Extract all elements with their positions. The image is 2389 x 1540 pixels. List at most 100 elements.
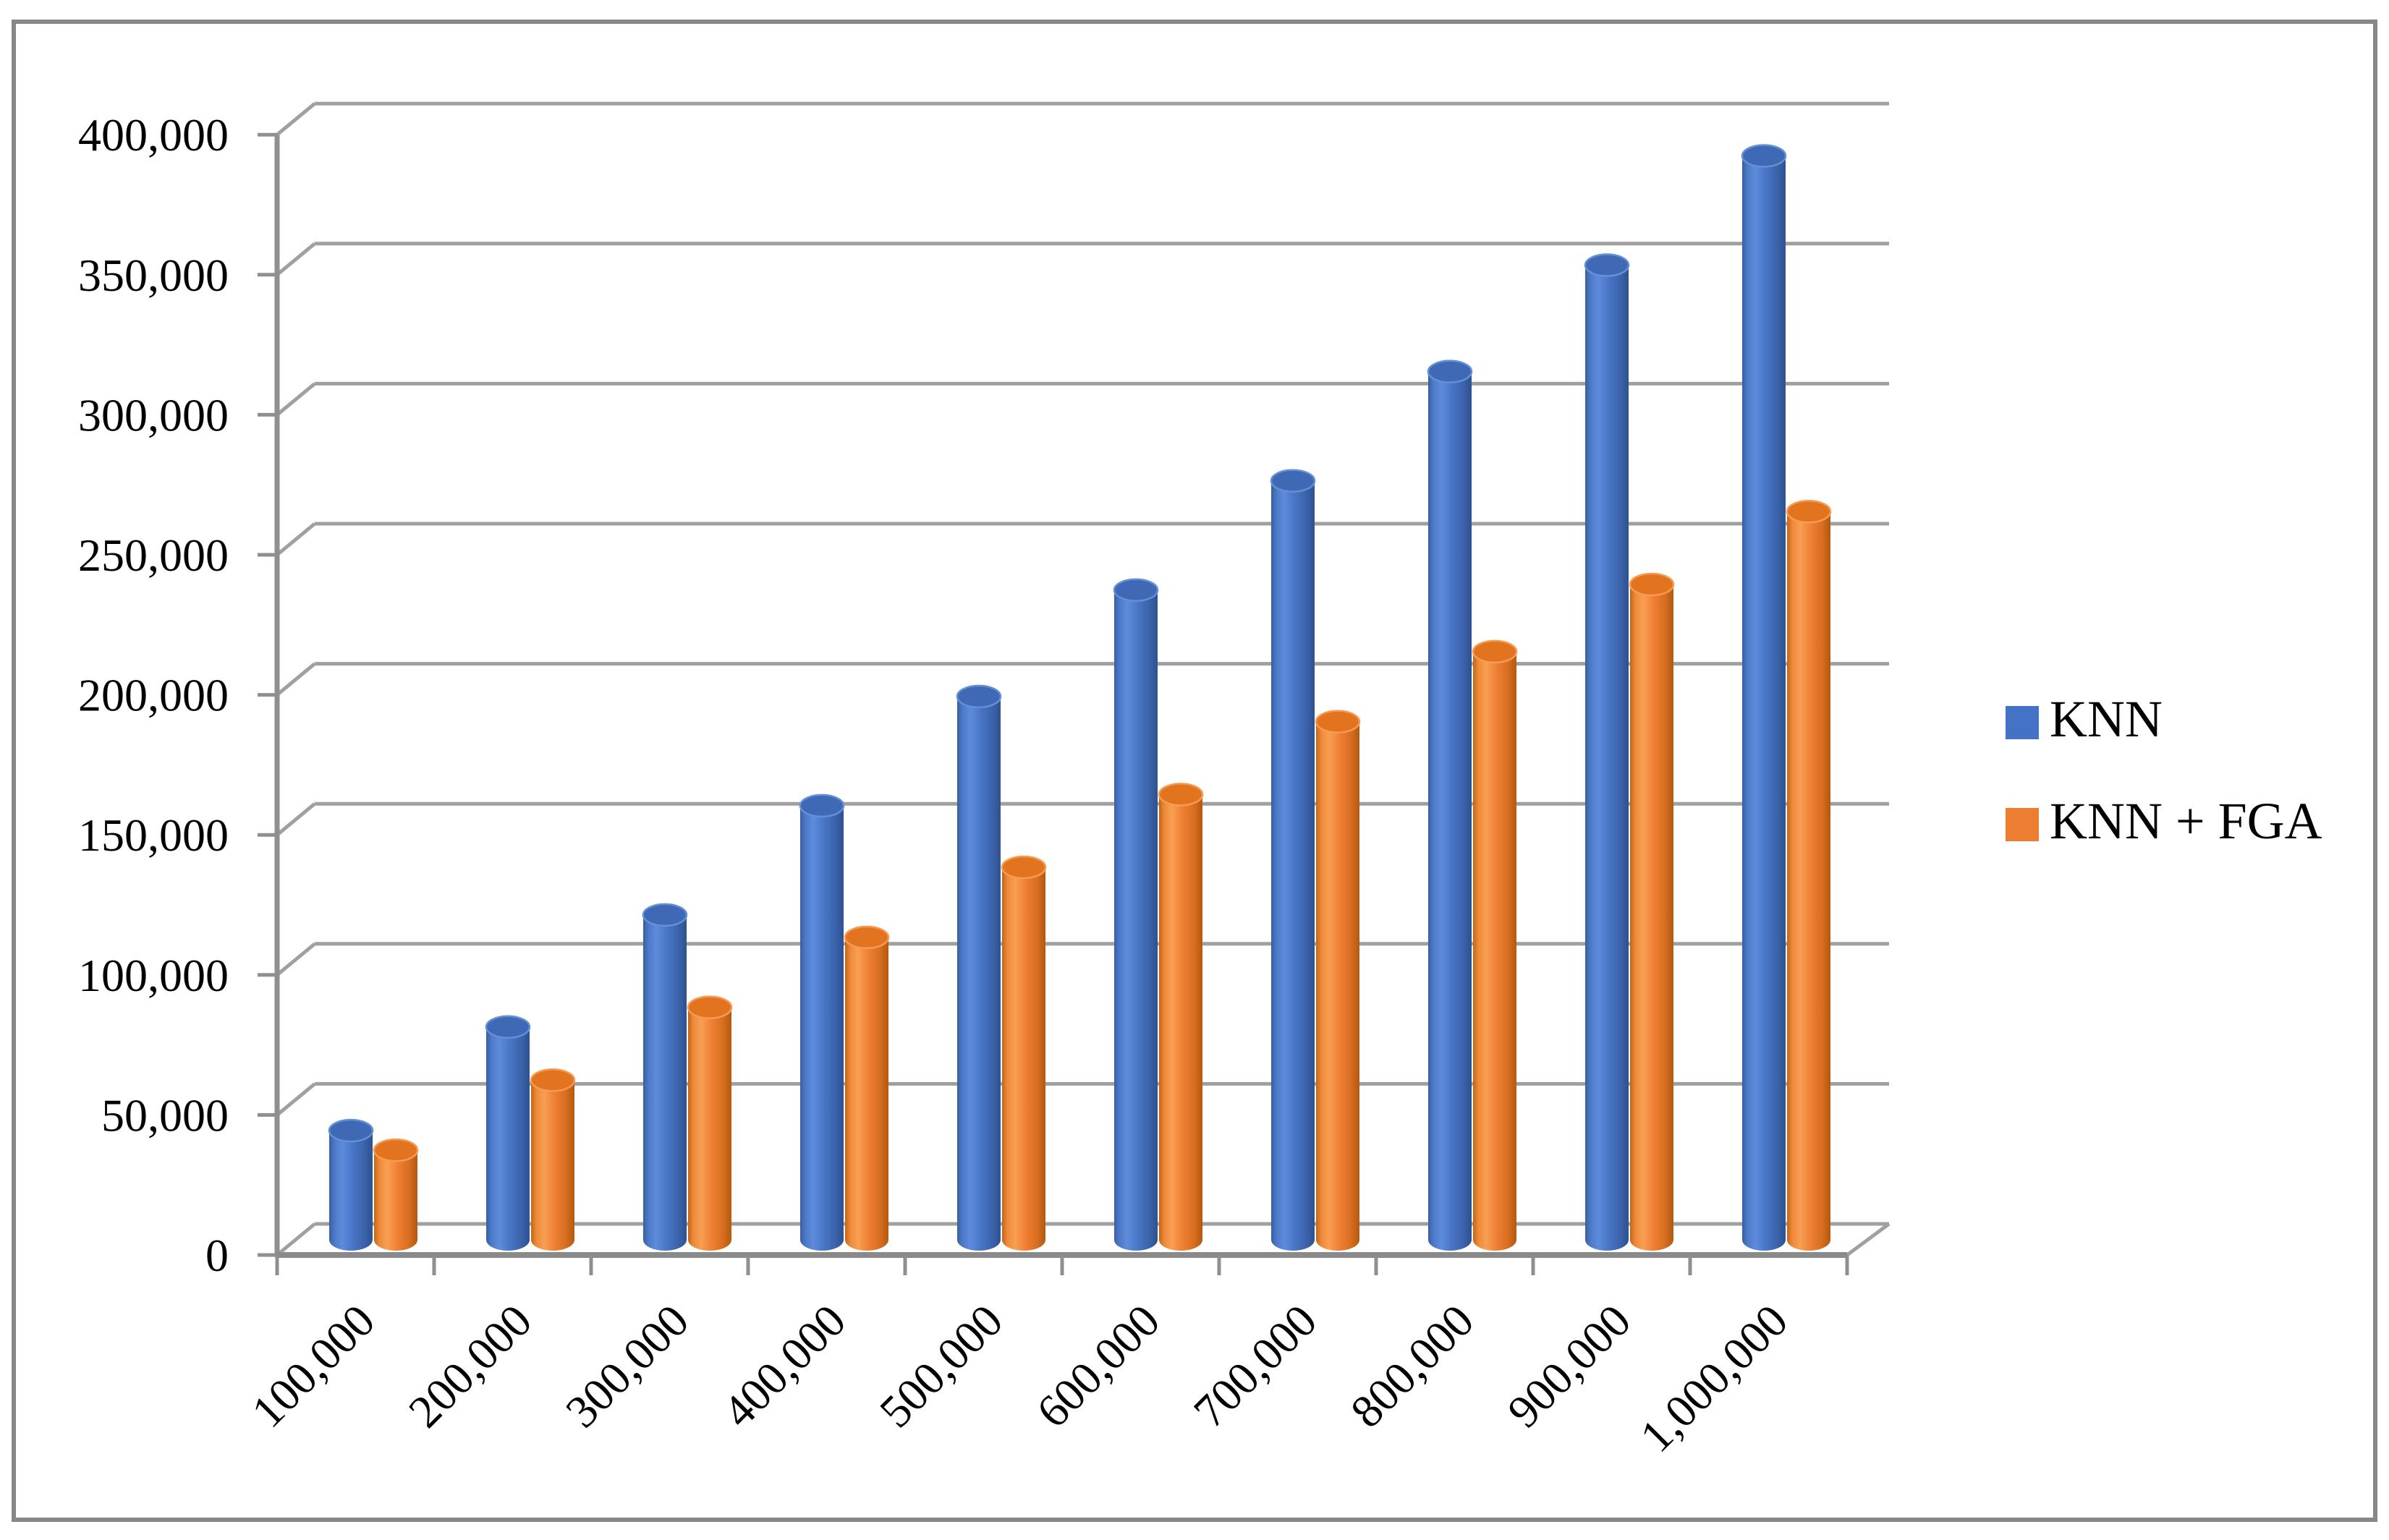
cylinder-top [956,684,1002,709]
bar-knn-900000 [1584,253,1630,1251]
cylinder-top [1270,469,1316,493]
bar-knn+fga-300000 [687,995,733,1251]
x-category-label: 500,000 [870,1295,1012,1437]
bar-knn-600000 [1113,578,1159,1251]
cylinder-body [845,937,888,1240]
cylinder-body [800,805,844,1240]
gridline-stub [276,802,316,837]
gridline-stub [276,382,316,417]
gridline-stub [276,102,316,137]
cylinder-body [374,1150,417,1240]
cylinder-top [844,925,890,950]
cylinder-body [1114,590,1158,1240]
x-category-label: 700,000 [1184,1295,1326,1437]
bar-knn+fga-600000 [1158,783,1204,1251]
cylinder-body [531,1080,574,1240]
cylinder-top [485,1015,531,1039]
cylinder-body [1473,651,1516,1240]
cylinder-body [1271,480,1315,1240]
cylinder-body [1585,265,1629,1241]
gridline-stub [276,942,316,977]
bar-knn+fga-900000 [1629,572,1675,1251]
x-category-label: 900,000 [1498,1295,1640,1437]
x-category-label: 300,000 [556,1295,698,1437]
cylinder-top [1472,639,1518,664]
legend: KNN KNN + FGA [2006,690,2322,850]
cylinder-body [1002,867,1045,1240]
x-category-label: 200,000 [399,1295,541,1437]
cylinder-top [1001,855,1047,880]
cylinder-top [328,1118,374,1143]
cylinder-top [1315,710,1361,733]
bar-knn-800000 [1427,360,1473,1251]
cylinder-top [1427,360,1473,383]
cylinder-body [1428,371,1472,1241]
bar-knn-300000 [642,903,688,1251]
x-category-label: 400,000 [713,1295,855,1437]
cylinder-body [486,1026,530,1240]
floor-left-edge [276,1222,316,1256]
y-tick-label: 0 [205,1230,229,1281]
bar-knn+fga-400000 [844,925,890,1251]
y-tick-label: 100,000 [78,950,229,1001]
y-tick-label: 300,000 [78,389,229,441]
bar-knn-500000 [956,684,1002,1251]
cylinder-body [957,696,1001,1240]
y-tick-label: 250,000 [78,529,229,581]
legend-entry: KNN [2006,690,2163,748]
x-category-label: 600,000 [1027,1295,1169,1437]
bar-knn+fga-1000000 [1786,500,1832,1251]
cylinder-body [1159,794,1202,1240]
x-category-label: 800,000 [1341,1295,1483,1437]
bar-knn-400000 [799,794,845,1251]
cylinder-body [643,914,687,1240]
y-tick-label: 150,000 [78,809,229,861]
bar-knn-1000000 [1741,144,1787,1251]
bar-knn+fga-700000 [1315,710,1361,1251]
cylinder-body [688,1007,731,1240]
cylinder-body [329,1130,373,1240]
cylinder-top [530,1068,576,1092]
bar-knn+fga-200000 [530,1068,576,1251]
cylinder-top [373,1138,419,1162]
cylinder-body [1316,721,1359,1240]
cylinder-top [642,903,688,927]
bar-knn+fga-100000 [373,1138,419,1251]
axes [258,132,1849,1275]
y-tick-label: 200,000 [78,670,229,721]
bar-knn+fga-800000 [1472,639,1518,1251]
legend-swatch [2006,808,2039,841]
y-tick-label: 350,000 [78,250,229,301]
cylinder-top [799,794,845,818]
x-category-label: 1,000,000 [1630,1295,1797,1462]
floor-right-edge [1846,1222,1891,1257]
legend-label: KNN + FGA [2050,792,2322,850]
bar-knn+fga-500000 [1001,855,1047,1251]
y-tick-label: 400,000 [78,109,229,161]
cylinder-top [1629,572,1675,597]
legend-entry: KNN + FGA [2006,792,2322,850]
cylinder-body [1787,511,1830,1240]
bar-knn-200000 [485,1015,531,1251]
cylinder-top [1741,144,1787,168]
cylinder-top [1158,783,1204,807]
bar-knn-700000 [1270,469,1316,1251]
y-tick-label: 50,000 [101,1089,229,1141]
gridline-stub [276,522,316,556]
gridline-stub [276,242,316,276]
cylinder-body [1630,584,1673,1240]
bar-knn-100000 [328,1118,374,1251]
cylinder-top [687,995,733,1019]
cylinder-top [1786,500,1832,524]
chart-outer-border [12,20,2377,1522]
legend-label: KNN [2050,690,2163,748]
cylinder-body [1742,156,1786,1240]
gridline-stub [276,662,316,697]
gridline-stub [276,1082,316,1117]
legend-swatch [2006,706,2039,739]
x-axis-labels: 100,000 200,000 300,000 400,000 500,000 600,0… [242,1295,1797,1462]
bars [328,144,1832,1251]
cylinder-top [1113,578,1159,602]
cylinder-top [1584,253,1630,277]
